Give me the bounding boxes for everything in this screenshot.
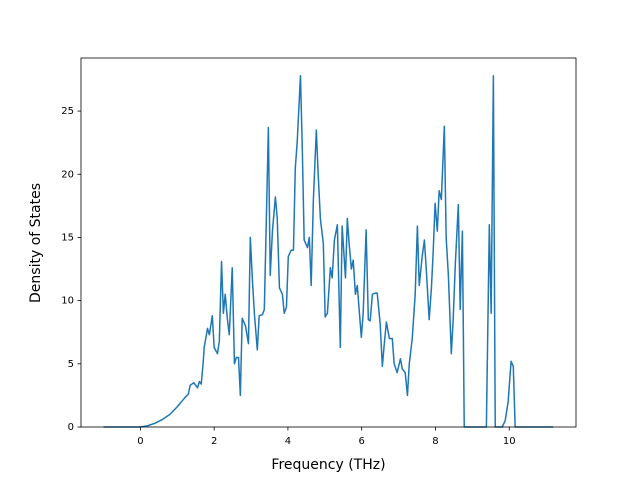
x-tick-label: 6 [359,436,365,447]
x-axis-label: Frequency (THz) [271,457,385,473]
x-tick-label: 0 [137,436,143,447]
y-tick-label: 25 [61,106,74,117]
y-axis-label: Density of States [28,183,44,303]
y-tick-label: 20 [61,169,74,180]
y-tick-label: 15 [61,232,74,243]
y-tick-label: 10 [61,296,74,307]
plot-frame [80,57,577,428]
y-tick-label: 0 [68,422,74,433]
x-tick-label: 8 [432,436,438,447]
x-tick-label: 4 [285,436,291,447]
x-tick-label: 10 [503,436,516,447]
x-tick-label: 2 [211,436,217,447]
data-line [103,74,554,428]
y-tick-label: 5 [68,359,74,370]
